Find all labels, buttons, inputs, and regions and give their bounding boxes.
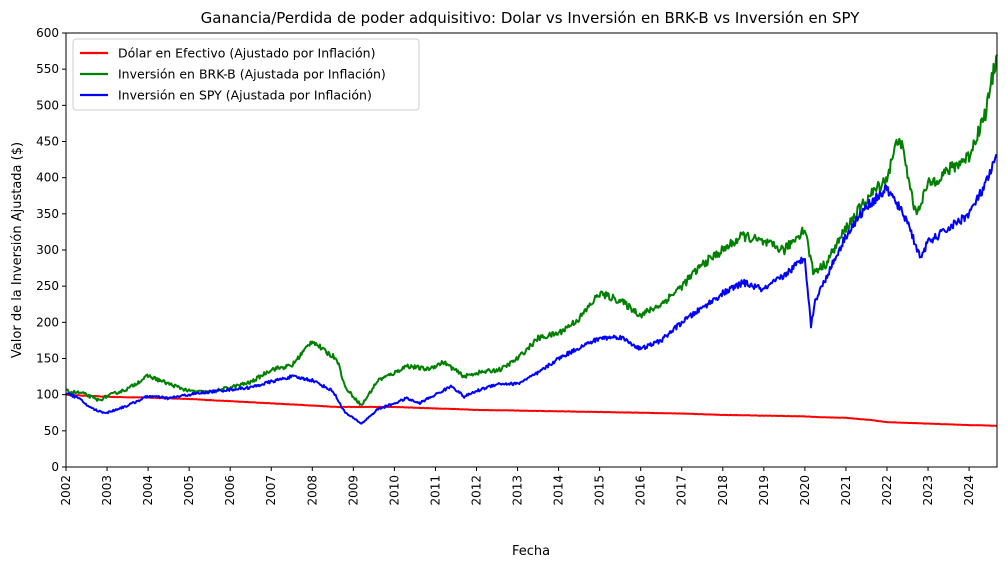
x-tick-label: 2014 (552, 475, 566, 506)
x-tick-label: 2020 (798, 475, 812, 506)
x-tick-label: 2008 (305, 475, 319, 506)
y-tick-label: 150 (36, 352, 59, 366)
y-tick-label: 0 (51, 460, 59, 474)
x-axis: 2002 2003 2004 2005 2006 2007 2008 2009 2010 2011… (59, 467, 976, 506)
x-tick-label: 2011 (428, 475, 442, 506)
x-tick-label: 2019 (757, 475, 771, 506)
y-tick-label: 100 (36, 388, 59, 402)
legend-entries: Dólar en Efectivo (Ajustado por Inflació… (80, 46, 386, 103)
y-tick-label: 400 (36, 171, 59, 185)
x-tick-label: 2013 (511, 475, 525, 506)
y-axis-title: Valor de la Inversión Ajustada ($) (10, 142, 25, 358)
y-tick-label: 500 (36, 98, 59, 112)
x-tick-label: 2007 (264, 475, 278, 506)
series-line-0 (65, 393, 998, 427)
y-tick-label: 350 (36, 207, 59, 221)
y-tick-label: 250 (36, 279, 59, 293)
x-tick-label: 2021 (839, 475, 853, 506)
legend: Dólar en Efectivo (Ajustado por Inflació… (72, 38, 420, 111)
x-tick-label: 2006 (223, 475, 237, 506)
y-tick-label: 200 (36, 315, 59, 329)
x-tick-label: 2005 (182, 475, 196, 506)
x-tick-label: 2016 (634, 475, 648, 506)
legend-label-1: Inversión en BRK-B (Ajustada por Inflaci… (118, 67, 386, 82)
legend-label-2: Inversión en SPY (Ajustada por Inflación… (118, 88, 372, 103)
y-axis: 0 50 100 150 200 250 300 350 400 450 500 550 600 (36, 26, 66, 474)
series-layer (65, 54, 998, 427)
x-tick-label: 2015 (593, 475, 607, 506)
x-tick-label: 2024 (962, 475, 976, 506)
y-tick-label: 550 (36, 62, 59, 76)
x-tick-label: 2009 (346, 475, 360, 506)
x-tick-label: 2023 (921, 475, 935, 506)
y-tick-label: 50 (44, 424, 59, 438)
y-tick-label: 600 (36, 26, 59, 40)
y-tick-label: 450 (36, 135, 59, 149)
x-tick-label: 2002 (59, 475, 73, 506)
x-tick-label: 2003 (100, 475, 114, 506)
x-tick-label: 2017 (675, 475, 689, 506)
x-tick-label: 2018 (716, 475, 730, 506)
y-tick-label: 300 (36, 243, 59, 257)
legend-box (72, 38, 420, 111)
x-tick-label: 2010 (387, 475, 401, 506)
x-axis-title: Fecha (512, 544, 550, 559)
x-tick-label: 2004 (141, 475, 155, 506)
legend-label-0: Dólar en Efectivo (Ajustado por Inflació… (118, 46, 375, 61)
x-tick-label: 2022 (880, 475, 894, 506)
series-line-2 (65, 154, 998, 425)
chart-title: Ganancia/Perdida de poder adquisitivo: D… (201, 9, 861, 27)
x-tick-label: 2012 (469, 475, 483, 506)
